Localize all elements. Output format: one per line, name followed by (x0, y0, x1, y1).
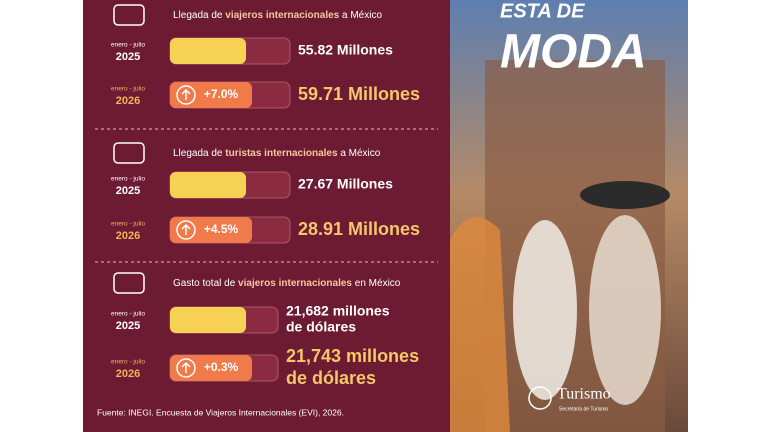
change: +0.3% (204, 360, 239, 374)
period: enero - julio (111, 42, 145, 49)
title-part: a México (339, 10, 382, 21)
logo-seal (528, 386, 552, 410)
year: 2026 (116, 368, 140, 380)
year: 2026 (116, 230, 140, 242)
icon (113, 272, 145, 294)
headline: MODA (500, 26, 647, 79)
arrow (181, 223, 191, 235)
title-part: a México (338, 148, 381, 159)
headline: ESTA DE (500, 0, 585, 22)
title-part: viajeros internacionales (225, 10, 339, 21)
period: enero - julio (111, 86, 145, 93)
value: de dólares (286, 319, 356, 335)
section-title: Llegada de turistas internacionales a Mé… (173, 148, 381, 159)
arrow-circle (176, 358, 196, 378)
value: 55.82 Millones (298, 42, 393, 58)
change: +4.5% (204, 222, 239, 236)
bar-fill (170, 82, 252, 108)
arrow (181, 361, 191, 373)
title-part: Llegada de (173, 148, 225, 159)
hat (580, 181, 670, 209)
title-part: Gasto total de (173, 278, 238, 289)
bar-fill (170, 307, 246, 333)
value: 21,682 millones (286, 303, 390, 319)
section-title: Llegada de viajeros internacionales a Mé… (173, 10, 382, 21)
value: de dólares (286, 368, 376, 388)
year: 2025 (116, 320, 140, 332)
person (589, 215, 661, 405)
logo-sub: Secretaría de Turismo (559, 406, 608, 412)
period: enero - julio (111, 176, 145, 183)
year: 2025 (116, 51, 140, 63)
year: 2026 (116, 95, 140, 107)
logo: Turismo (557, 386, 611, 403)
bar-fill (170, 38, 246, 64)
flag (450, 217, 510, 432)
title-part: Llegada de (173, 10, 225, 21)
icon (113, 142, 145, 164)
value: 59.71 Millones (298, 84, 420, 104)
icon (113, 4, 145, 26)
period: enero - julio (111, 311, 145, 318)
period: enero - julio (111, 221, 145, 228)
period: enero - julio (111, 359, 145, 366)
arrow (181, 88, 191, 100)
title-part: turistas internacionales (225, 148, 338, 159)
bar-fill (170, 217, 252, 243)
change: +7.0% (204, 87, 239, 101)
person (513, 220, 577, 400)
arrow-circle (176, 220, 196, 240)
title-part: viajeros internacionales (238, 278, 352, 289)
bar-fill (170, 355, 252, 381)
section-title: Gasto total de viajeros internacionales … (173, 278, 401, 289)
value: 21,743 millones (286, 346, 419, 366)
title-part: en México (352, 278, 401, 289)
bar-fill (170, 172, 246, 198)
value: 28.91 Millones (298, 219, 420, 239)
year: 2025 (116, 185, 140, 197)
source: Fuente: INEGI. Encuesta de Viajeros Inte… (97, 407, 344, 417)
value: 27.67 Millones (298, 176, 393, 192)
arrow-circle (176, 85, 196, 105)
